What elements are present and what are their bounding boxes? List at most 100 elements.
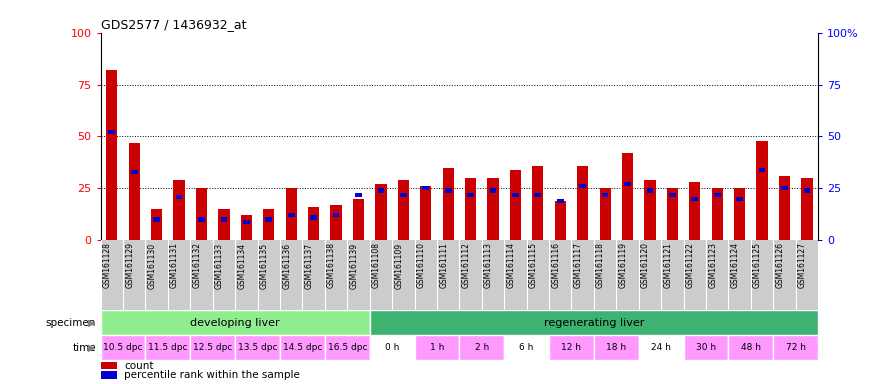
Text: GSM161139: GSM161139 [349,242,359,288]
Bar [443,167,454,240]
Text: GSM161133: GSM161133 [215,242,224,288]
Bar [532,166,543,240]
Bar [757,141,767,240]
Text: GSM161120: GSM161120 [641,242,650,288]
Bar [288,213,295,217]
Text: GSM161114: GSM161114 [507,242,515,288]
Bar [219,209,229,240]
Text: GSM161137: GSM161137 [304,242,313,288]
Text: GSM161132: GSM161132 [192,242,201,288]
Bar [535,192,542,197]
Text: 1 h: 1 h [430,343,444,353]
Bar [711,189,723,240]
Text: GSM161136: GSM161136 [283,242,291,288]
Text: GSM161123: GSM161123 [708,242,717,288]
Text: GSM161113: GSM161113 [484,242,493,288]
Bar [220,217,228,222]
Bar [691,197,698,201]
Text: GSM161129: GSM161129 [125,242,134,288]
Text: specimen: specimen [46,318,96,328]
Text: GSM161112: GSM161112 [462,242,471,288]
Bar [332,213,340,217]
Bar [504,335,550,361]
Bar [444,189,452,192]
Bar [285,189,297,240]
Bar [639,335,683,361]
Text: GSM161111: GSM161111 [439,242,448,288]
Bar [579,184,586,189]
Bar [108,130,116,134]
Bar [467,192,474,197]
Text: 24 h: 24 h [651,343,671,353]
Bar [734,189,746,240]
Text: GSM161138: GSM161138 [327,242,336,288]
Bar [176,195,183,199]
Text: 2 h: 2 h [474,343,489,353]
Bar [106,70,117,240]
Bar [647,189,654,192]
Text: regenerating liver: regenerating liver [543,318,644,328]
Bar [101,362,116,369]
Bar [355,192,362,197]
Text: 72 h: 72 h [786,343,806,353]
Text: ▶: ▶ [88,343,95,353]
Text: GSM161121: GSM161121 [663,242,672,288]
Bar [243,220,249,223]
Text: GSM161135: GSM161135 [260,242,269,288]
Text: GSM161116: GSM161116 [551,242,560,288]
Bar [375,184,387,240]
Text: GSM161130: GSM161130 [148,242,157,288]
Bar [667,189,678,240]
Text: time: time [73,343,96,353]
Text: GSM161127: GSM161127 [798,242,807,288]
Text: developing liver: developing liver [191,318,280,328]
Bar [578,166,588,240]
Bar [510,170,521,240]
Bar [370,335,415,361]
Text: GSM161125: GSM161125 [753,242,762,288]
Text: GSM161124: GSM161124 [731,242,739,288]
Bar [423,186,429,190]
Bar [325,335,370,361]
Bar [331,205,341,240]
Bar [465,178,476,240]
Text: 14.5 dpc: 14.5 dpc [283,343,322,353]
Bar [802,178,813,240]
Bar [779,176,790,240]
Text: 12 h: 12 h [562,343,582,353]
Text: GSM161122: GSM161122 [686,242,695,288]
Text: GSM161108: GSM161108 [372,242,381,288]
Text: count: count [124,361,153,371]
Text: percentile rank within the sample: percentile rank within the sample [124,370,300,380]
Bar [415,335,459,361]
Text: 18 h: 18 h [606,343,626,353]
Bar [198,217,205,222]
Text: 30 h: 30 h [696,343,716,353]
Text: GSM161128: GSM161128 [103,242,112,288]
Bar [736,197,743,201]
Bar [311,215,317,220]
Bar [191,335,235,361]
Bar [173,180,185,240]
Text: 0 h: 0 h [385,343,399,353]
Bar [151,209,162,240]
Bar [624,182,631,186]
Text: 16.5 dpc: 16.5 dpc [327,343,367,353]
Bar [398,180,409,240]
Bar [241,215,252,240]
Bar [235,335,280,361]
Bar [714,192,721,197]
Bar [644,180,655,240]
Text: 12.5 dpc: 12.5 dpc [193,343,233,353]
Bar [690,182,700,240]
Bar [400,192,407,197]
Bar [370,310,818,335]
Bar [153,217,160,222]
Bar [594,335,639,361]
Text: 48 h: 48 h [741,343,761,353]
Bar [129,143,140,240]
Bar [420,186,431,240]
Text: GDS2577 / 1436932_at: GDS2577 / 1436932_at [101,18,246,31]
Bar [512,192,519,197]
Bar [308,207,319,240]
